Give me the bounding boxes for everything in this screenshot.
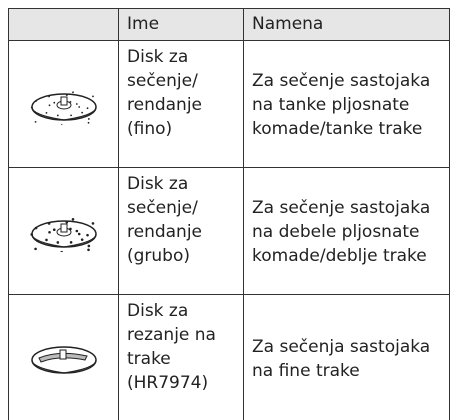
- name-line: (grubo): [127, 246, 191, 266]
- description-line: na fine trake: [252, 360, 360, 381]
- disk-icon: [30, 217, 97, 252]
- header-text: Namena: [252, 14, 324, 34]
- name-line: rendanje: [127, 222, 203, 242]
- description-line: Za sečenje sastojaka: [252, 70, 431, 91]
- header-text: Ime: [127, 14, 160, 34]
- description-cell: Za sečenja sastojaka na fine trake: [243, 294, 450, 420]
- description-cell: Za sečenje sastojaka na tanke pljosnate ko…: [243, 40, 450, 167]
- header-cell: Ime: [118, 8, 243, 40]
- name-line: Disk za: [127, 47, 189, 67]
- description-line: na tanke pljosnate: [252, 94, 410, 115]
- description-line: komade/deblje trake: [252, 245, 427, 266]
- name-line: sečenje/: [127, 198, 198, 218]
- name-line: rendanje: [127, 95, 203, 115]
- name-line: Disk za: [127, 174, 189, 194]
- description-text: Za sečenje sastojaka na tanke pljosnate ko…: [252, 69, 430, 141]
- name-cell: Disk za sečenje/rendanje (grubo): [118, 167, 243, 294]
- name-line: (HR7974): [127, 373, 209, 393]
- name-line: rezanje na: [127, 325, 216, 345]
- name-line: sečenje/: [127, 71, 198, 91]
- name-line: (fino): [127, 119, 173, 139]
- description-line: Za sečenje sastojaka: [252, 197, 431, 218]
- description-text: Za sečenja sastojaka na fine trake: [252, 335, 430, 383]
- description-line: komade/tanke trake: [252, 118, 423, 139]
- disk-icon: [31, 346, 97, 374]
- description-text: Za sečenje sastojaka na debele pljosnate k…: [252, 196, 430, 268]
- description-line: na debele pljosnate: [252, 221, 420, 242]
- image-cell: [8, 40, 118, 167]
- header-cell: Namena: [243, 8, 450, 40]
- name-line: trake: [127, 349, 171, 369]
- name-text: Disk za sečenje/rendanje (grubo): [127, 172, 202, 268]
- image-cell: [8, 294, 118, 420]
- description-line: Za sečenja sastojaka: [252, 336, 431, 357]
- name-line: Disk za: [127, 301, 189, 321]
- description-cell: Za sečenje sastojaka na debele pljosnate k…: [243, 167, 450, 294]
- name-cell: Disk za rezanje na trake (HR7974): [118, 294, 243, 420]
- image-cell: [8, 167, 118, 294]
- disk-icon: [30, 90, 97, 125]
- header-cell: [8, 8, 118, 40]
- name-cell: Disk za sečenje/rendanje (fino): [118, 40, 243, 167]
- name-text: Disk za rezanje na trake (HR7974): [127, 299, 216, 395]
- name-text: Disk za sečenje/rendanje (fino): [127, 45, 202, 141]
- page: Ime Namena Disk za sečenje/rendanje (fino) Za…: [8, 8, 450, 420]
